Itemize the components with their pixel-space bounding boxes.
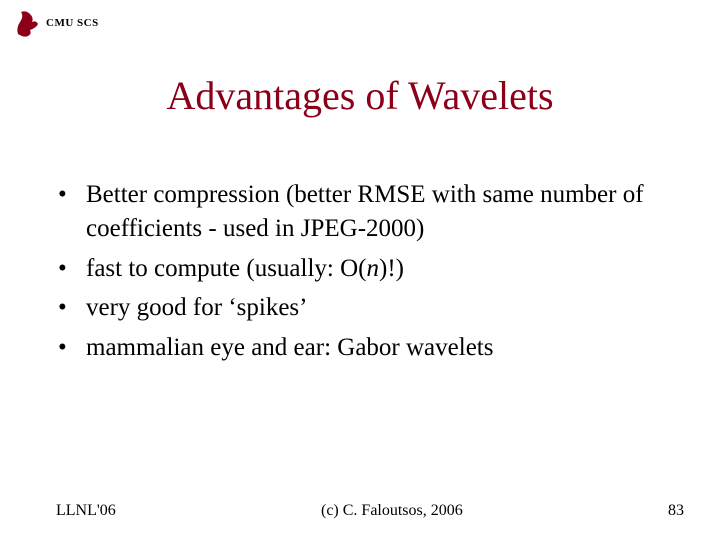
footer-center: (c) C. Faloutsos, 2006 [116, 502, 668, 520]
bullet-text-prefix: fast to compute (usually: O( [86, 255, 367, 282]
bullet-text: very good for ‘spikes’ [86, 294, 307, 321]
slide-header: CMU SCS [14, 8, 99, 38]
bullet-text-italic: n [367, 255, 380, 282]
list-item: very good for ‘spikes’ [58, 291, 680, 325]
dragon-logo-icon [14, 8, 40, 38]
slide-title: Advantages of Wavelets [0, 72, 720, 119]
header-label: CMU SCS [46, 17, 99, 29]
footer-page-number: 83 [668, 502, 684, 520]
bullet-text-suffix: )!) [379, 255, 404, 282]
slide-footer: LLNL'06 (c) C. Faloutsos, 2006 83 [0, 502, 720, 520]
bullet-list: Better compression (better RMSE with sam… [58, 178, 680, 371]
bullet-text: mammalian eye and ear: Gabor wavelets [86, 334, 493, 361]
bullet-text: Better compression (better RMSE with sam… [86, 181, 644, 242]
footer-left: LLNL'06 [56, 502, 116, 520]
list-item: fast to compute (usually: O(n)!) [58, 252, 680, 286]
list-item: mammalian eye and ear: Gabor wavelets [58, 331, 680, 365]
list-item: Better compression (better RMSE with sam… [58, 178, 680, 246]
